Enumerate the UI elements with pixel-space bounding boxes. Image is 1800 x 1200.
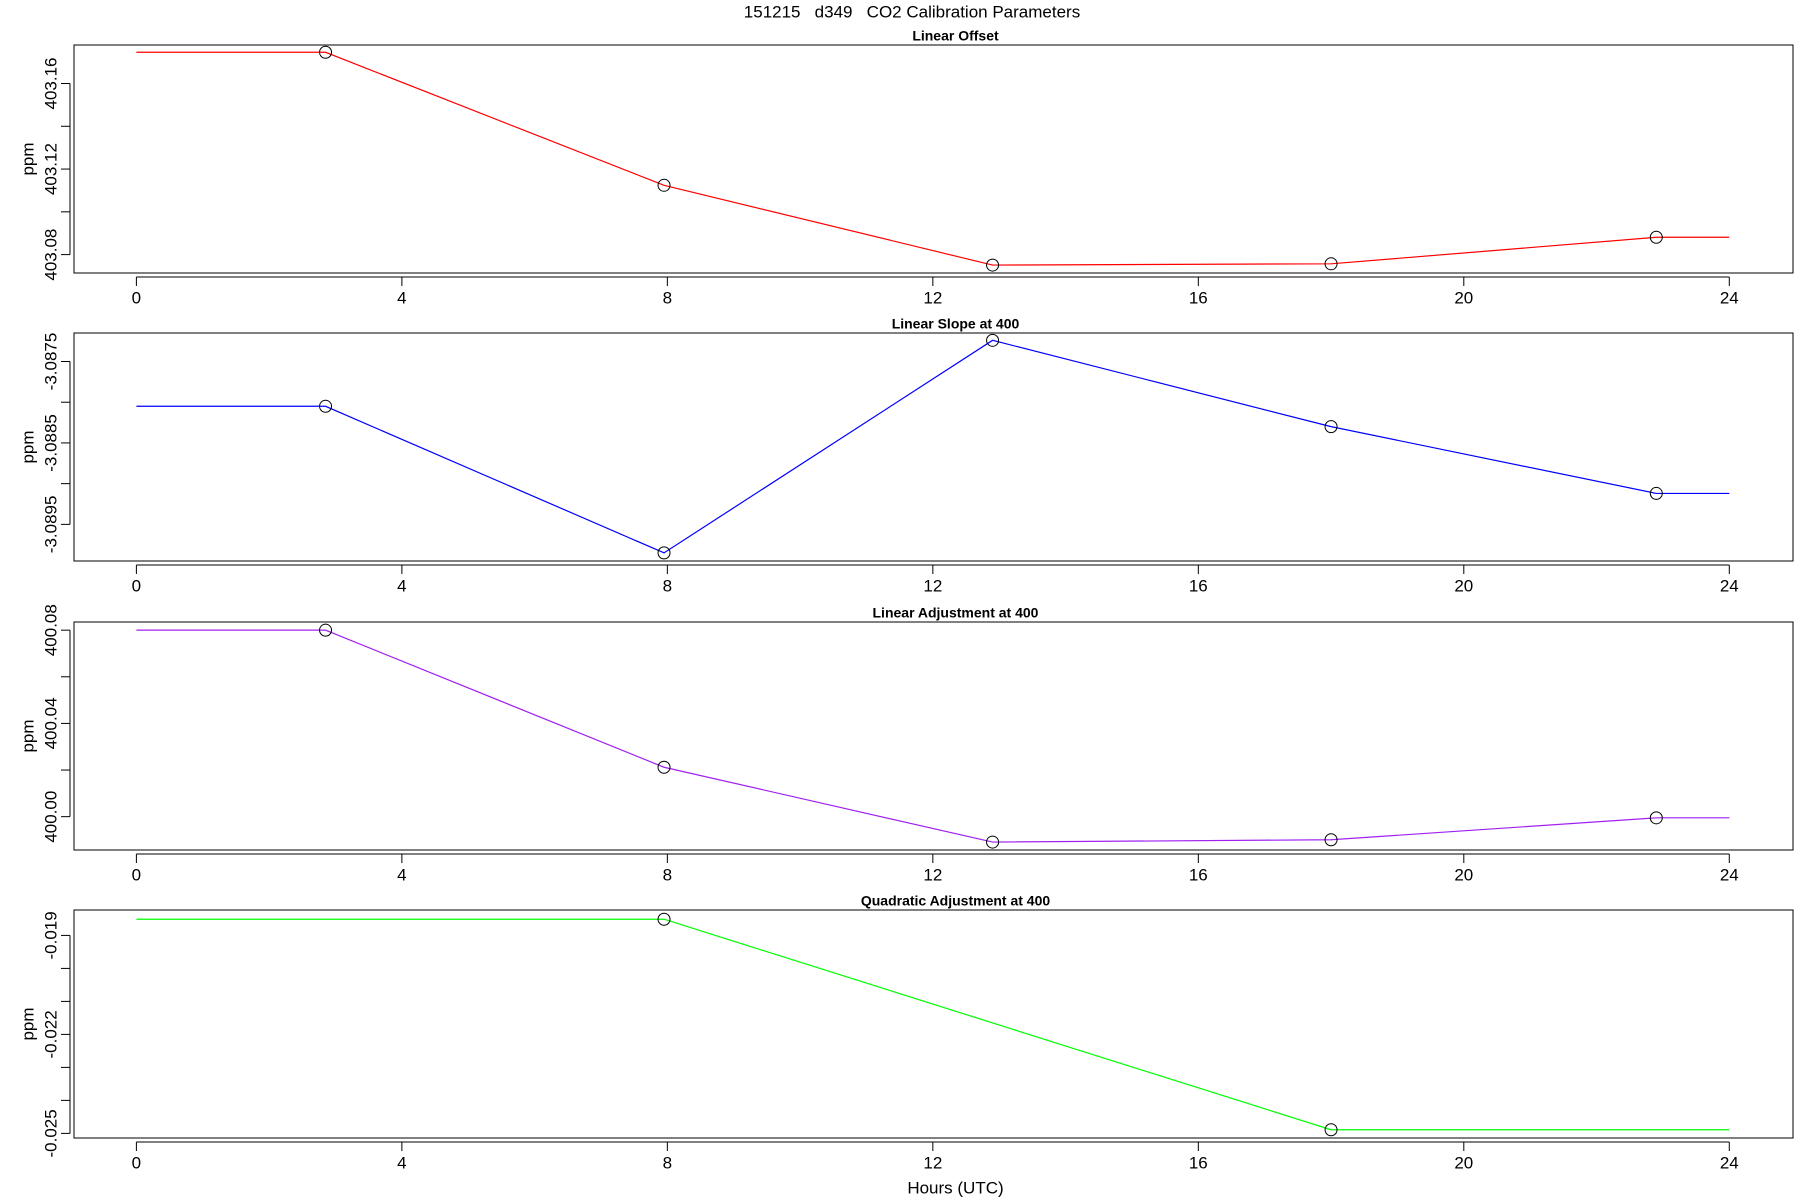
y-tick-label: 400.04 [41,697,60,749]
point-marker [986,333,1000,347]
x-tick-label: 8 [663,865,672,884]
x-tick-label: 0 [132,865,141,884]
x-axis-label: Hours (UTC) [907,1178,1003,1197]
x-tick-label: 12 [923,288,942,307]
y-tick-label: -3.0875 [41,333,60,391]
x-tick-label: 0 [132,288,141,307]
x-tick-label: 24 [1720,576,1739,595]
y-axis-label: ppm [18,719,37,752]
y-tick-label: -0.019 [41,911,60,959]
x-tick-label: 16 [1189,1153,1208,1172]
point-marker [319,45,333,59]
x-tick-label: 4 [397,288,406,307]
y-tick-label: -0.025 [41,1109,60,1157]
x-tick-label: 24 [1720,288,1739,307]
point-marker [986,258,1000,272]
point-marker [319,399,333,413]
point-marker [1324,257,1338,271]
y-tick-label: -3.0885 [41,414,60,472]
x-tick-label: 4 [397,1153,406,1172]
x-tick-label: 20 [1454,576,1473,595]
x-tick-label: 4 [397,576,406,595]
x-tick-label: 20 [1454,865,1473,884]
x-tick-label: 8 [663,288,672,307]
x-tick-label: 12 [923,1153,942,1172]
panel-title: Quadratic Adjustment at 400 [861,893,1051,909]
point-marker [1649,486,1663,500]
x-tick-label: 12 [923,865,942,884]
y-axis-label: ppm [18,430,37,463]
series-line [136,51,1730,266]
y-tick-label: -3.0895 [41,496,60,554]
point-marker [319,623,333,637]
point-marker [1324,1123,1338,1137]
plot-frame [73,621,1794,851]
point-marker [657,760,671,774]
x-tick-label: 4 [397,865,406,884]
y-tick-label: 400.08 [41,604,60,656]
x-tick-label: 24 [1720,865,1739,884]
y-tick-label: 403.08 [41,229,60,281]
y-axis-label: ppm [18,1007,37,1040]
y-axis-label: ppm [18,142,37,175]
x-tick-label: 16 [1189,576,1208,595]
x-tick-label: 24 [1720,1153,1739,1172]
y-tick-label: 403.12 [41,143,60,195]
point-marker [1649,811,1663,825]
y-tick-label: 400.00 [41,791,60,843]
x-tick-label: 0 [132,1153,141,1172]
point-marker [986,835,1000,849]
x-tick-label: 12 [923,576,942,595]
x-tick-label: 8 [663,576,672,595]
x-tick-label: 0 [132,576,141,595]
point-marker [657,912,671,926]
series-line [136,629,1730,843]
point-marker [657,178,671,192]
series-line [136,339,1730,554]
plot-frame [73,909,1794,1139]
panel-title: Linear Offset [912,28,999,44]
x-tick-label: 8 [663,1153,672,1172]
point-marker [1324,833,1338,847]
x-tick-label: 16 [1189,288,1208,307]
plot-frame [73,332,1794,562]
plot-frame [73,44,1794,274]
y-tick-label: 403.16 [41,57,60,109]
point-marker [1649,230,1663,244]
panel-title: Linear Slope at 400 [892,316,1020,332]
page-title: 151215 d349 CO2 Calibration Parameters [744,2,1080,21]
series-line [136,918,1730,1131]
x-tick-label: 20 [1454,1153,1473,1172]
point-marker [1324,420,1338,434]
x-tick-label: 20 [1454,288,1473,307]
y-tick-label: -0.022 [41,1010,60,1058]
point-marker [657,546,671,560]
panel-title: Linear Adjustment at 400 [873,605,1039,621]
x-tick-label: 16 [1189,865,1208,884]
